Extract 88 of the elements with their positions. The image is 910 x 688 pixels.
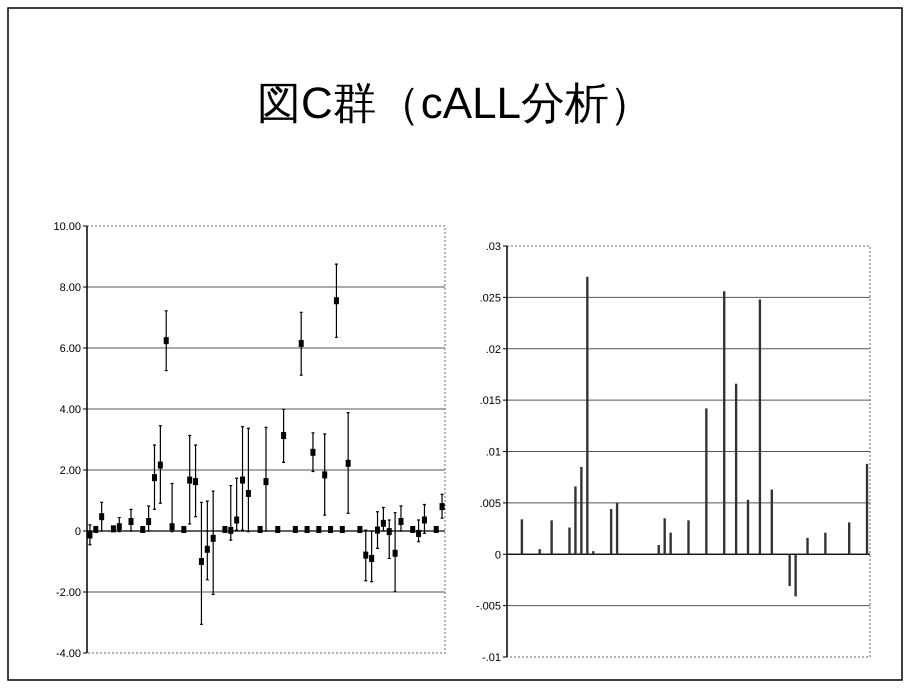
point <box>164 337 169 344</box>
point <box>416 530 422 537</box>
point <box>346 460 351 467</box>
point <box>240 476 246 484</box>
bar <box>550 520 553 554</box>
point <box>140 526 146 533</box>
y-tick-label: 0 <box>494 549 501 562</box>
y-tick-label: 6.00 <box>60 343 81 355</box>
point <box>228 526 234 534</box>
point <box>386 528 392 536</box>
bar <box>848 522 850 554</box>
bar <box>580 466 583 554</box>
y-tick-label: -4.00 <box>56 648 81 660</box>
bar <box>723 291 726 554</box>
point <box>316 526 322 533</box>
y-tick-label: -.01 <box>482 652 501 664</box>
bar <box>520 519 524 554</box>
point <box>310 448 316 456</box>
point <box>181 526 186 533</box>
point <box>146 518 152 526</box>
point <box>87 531 92 538</box>
point <box>292 526 298 533</box>
y-tick-label: 10.00 <box>53 221 81 233</box>
y-tick-label: -.005 <box>476 600 501 613</box>
point <box>410 526 416 533</box>
point <box>369 554 374 562</box>
point <box>298 340 304 347</box>
y-tick-label: .02 <box>486 344 501 356</box>
point <box>304 526 310 533</box>
point <box>392 550 398 557</box>
point <box>398 518 404 526</box>
y-tick-label: .005 <box>480 498 501 510</box>
point <box>116 523 122 530</box>
point <box>334 297 339 304</box>
bar <box>734 384 738 554</box>
point <box>99 513 104 520</box>
bar <box>788 554 791 586</box>
point <box>380 520 386 527</box>
bar <box>758 299 762 554</box>
point <box>275 526 280 533</box>
point <box>234 516 240 524</box>
point <box>110 525 116 532</box>
bar <box>616 502 618 554</box>
y-tick-label: 4.00 <box>60 404 81 416</box>
bar <box>669 532 672 554</box>
point <box>198 558 204 565</box>
y-tick-label: .015 <box>480 395 501 408</box>
point <box>375 526 380 534</box>
y-tick-label: 0 <box>74 526 81 538</box>
y-tick-label: .01 <box>486 446 501 458</box>
point <box>258 526 263 533</box>
bar <box>658 545 660 554</box>
point <box>363 552 368 559</box>
y-tick-label: .03 <box>486 241 501 253</box>
bar <box>574 486 577 554</box>
point <box>322 471 328 478</box>
point <box>152 474 157 482</box>
point <box>158 462 163 469</box>
point <box>422 516 427 524</box>
bar <box>705 408 708 554</box>
y-tick-label: .025 <box>480 292 501 304</box>
bar <box>586 276 589 554</box>
bar <box>794 554 797 596</box>
bar <box>664 518 666 554</box>
point <box>440 503 445 510</box>
point <box>210 534 216 542</box>
chart-title: 図C群（cALL分析） <box>256 79 654 128</box>
bar <box>538 549 541 554</box>
bar <box>770 490 773 554</box>
point <box>246 490 251 497</box>
point <box>170 523 175 530</box>
y-tick-label: -2.00 <box>56 587 81 599</box>
bar <box>824 532 827 554</box>
point <box>187 476 192 484</box>
bar <box>592 551 594 554</box>
y-tick-label: 8.00 <box>60 282 81 294</box>
point <box>193 478 198 486</box>
point <box>434 526 439 533</box>
y-tick-label: 2.00 <box>60 465 81 477</box>
point <box>222 526 228 533</box>
point <box>128 518 134 526</box>
point <box>357 526 362 533</box>
point <box>93 526 98 533</box>
bar <box>610 509 612 554</box>
point <box>328 526 334 533</box>
point <box>281 432 286 440</box>
point <box>204 546 210 553</box>
point <box>340 526 345 533</box>
